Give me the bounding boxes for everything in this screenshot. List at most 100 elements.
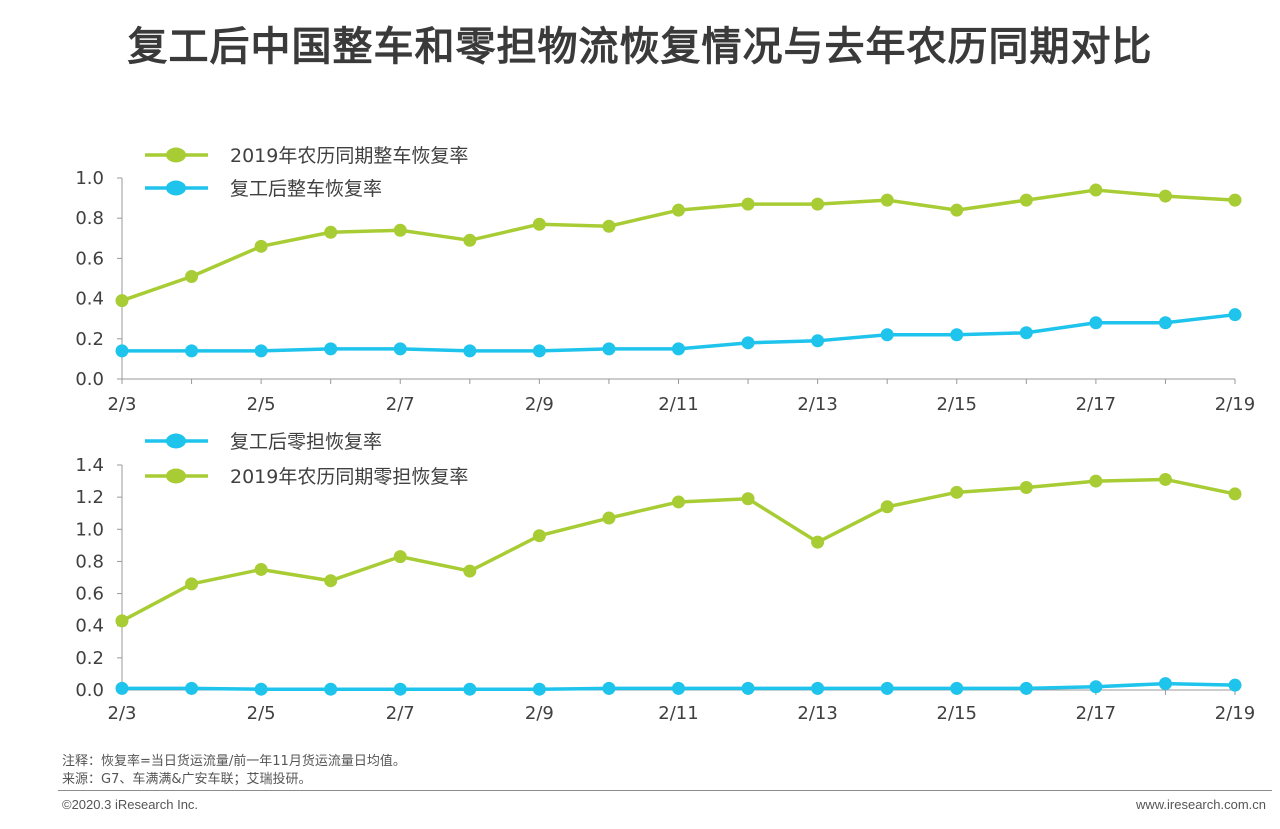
data-point (811, 681, 825, 695)
legend-swatch-marker (166, 147, 186, 163)
data-point (532, 529, 546, 543)
data-point (1019, 681, 1033, 695)
website-text: www.iresearch.com.cn (1135, 797, 1266, 812)
legend-label: 复工后零担恢复率 (230, 431, 382, 453)
legend-swatch-marker (166, 180, 186, 196)
x-tick-label: 2/13 (797, 703, 837, 724)
data-point (532, 217, 546, 231)
data-point (672, 203, 685, 217)
data-point (880, 500, 894, 514)
y-tick-label: 0.6 (75, 584, 104, 605)
x-tick-label: 2/17 (1076, 394, 1116, 415)
x-tick-label: 2/19 (1215, 703, 1255, 724)
data-point (185, 344, 199, 358)
data-point (1158, 189, 1172, 203)
data-point (1158, 316, 1172, 330)
data-point (254, 562, 268, 576)
data-point (1089, 474, 1103, 488)
data-point (532, 682, 546, 696)
data-point (741, 197, 755, 211)
charts-canvas: 0.0 0.2 0.4 0.6 0.8 1.0 2/3 2/5 2/7 2/9 2/11 2/13 2/… (75, 145, 1255, 724)
x-tick-label: 2/7 (386, 394, 415, 415)
y-tick-label: 0.2 (75, 648, 104, 669)
data-point (950, 328, 964, 342)
data-point (1228, 193, 1242, 207)
footer-divider (58, 790, 1272, 791)
data-point (1158, 677, 1172, 691)
data-point (324, 225, 338, 239)
data-point (324, 682, 338, 696)
x-tick-label: 2/11 (658, 703, 698, 724)
data-point (463, 682, 477, 696)
x-tick-label: 2/7 (386, 703, 415, 724)
data-point (393, 682, 407, 696)
legend-label: 2019年农历同期零担恢复率 (230, 466, 468, 488)
x-tick-label: 2/3 (108, 394, 137, 415)
chart-source: 来源：G7、车满满&广安车联；艾瑞投研。 (62, 772, 312, 787)
data-point (880, 681, 894, 695)
data-point (393, 550, 407, 564)
data-point (1228, 487, 1242, 501)
y-tick-label: 1.4 (75, 455, 104, 476)
x-tick-label: 2/9 (525, 394, 554, 415)
data-point (602, 219, 616, 233)
data-point (115, 344, 129, 358)
x-tick-label: 2/15 (937, 394, 977, 415)
y-tick-label: 0.4 (75, 289, 104, 310)
data-point (115, 681, 129, 695)
legend-label: 2019年农历同期整车恢复率 (230, 145, 468, 167)
data-point (602, 511, 616, 525)
data-point (741, 492, 755, 506)
data-point (463, 564, 477, 578)
data-point (115, 614, 129, 628)
y-tick-label: 0.0 (75, 369, 104, 390)
data-point (950, 485, 964, 499)
data-point (1228, 308, 1242, 322)
data-point (393, 223, 407, 237)
y-tick-label: 0.2 (75, 329, 104, 350)
x-tick-label: 2/15 (937, 703, 977, 724)
chart-note: 注释：恢复率=当日货运流量/前一年11月货运流量日均值。 (62, 754, 406, 769)
data-point (393, 342, 407, 356)
data-point (741, 336, 755, 350)
y-tick-label: 0.8 (75, 551, 104, 572)
y-tick-label: 1.0 (75, 168, 104, 189)
y-tick-label: 0.4 (75, 616, 104, 637)
data-point (880, 328, 894, 342)
x-tick-label: 2/9 (525, 703, 554, 724)
y-tick-label: 1.2 (75, 487, 104, 508)
data-point (324, 342, 338, 356)
data-point (950, 681, 964, 695)
x-tick-label: 2/17 (1076, 703, 1116, 724)
data-point (602, 681, 616, 695)
data-point (1158, 472, 1172, 486)
x-tick-label: 2/5 (247, 703, 276, 724)
data-point (602, 342, 616, 356)
data-point (672, 342, 685, 356)
y-tick-label: 0.0 (75, 680, 104, 701)
legend-swatch-marker (166, 433, 186, 449)
x-tick-label: 2/19 (1215, 394, 1255, 415)
data-point (532, 344, 546, 358)
data-point (185, 681, 199, 695)
data-point (254, 344, 268, 358)
data-point (1019, 193, 1033, 207)
page-title: 复工后中国整车和零担物流恢复情况与去年农历同期对比 (127, 24, 1153, 70)
data-point (1089, 680, 1103, 694)
data-point (672, 495, 685, 509)
data-point (1228, 678, 1242, 692)
data-point (324, 574, 338, 588)
data-point (672, 681, 685, 695)
data-point (811, 535, 825, 549)
data-point (880, 193, 894, 207)
data-point (254, 239, 268, 253)
x-tick-label: 2/13 (797, 394, 837, 415)
y-tick-label: 0.8 (75, 208, 104, 229)
legend-label: 复工后整车恢复率 (230, 178, 382, 200)
data-point (254, 682, 268, 696)
data-point (1089, 183, 1103, 197)
data-point (741, 681, 755, 695)
data-point (463, 344, 477, 358)
data-point (811, 197, 825, 211)
legend-swatch-marker (166, 468, 186, 484)
